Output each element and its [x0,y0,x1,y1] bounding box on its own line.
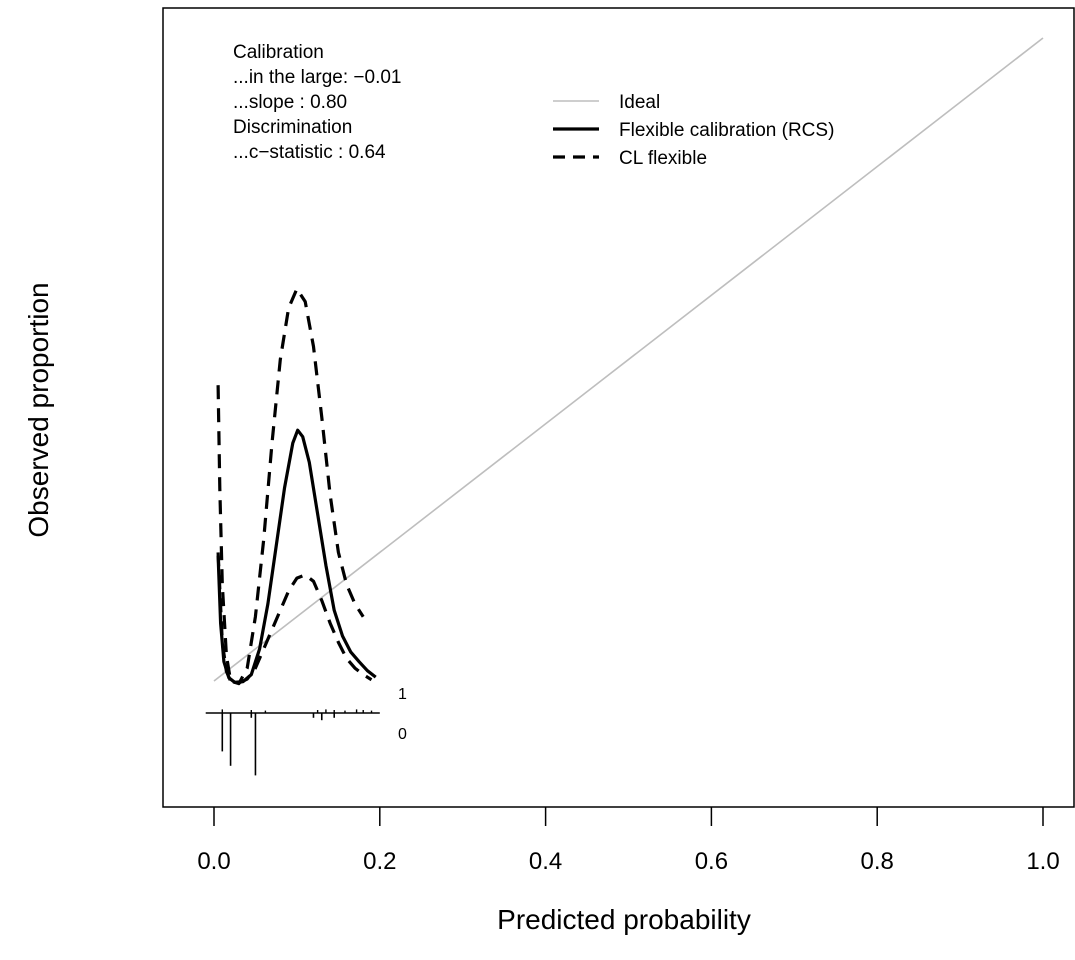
stats-line-4: ...c−statistic : 0.64 [233,142,386,163]
stats-line-2: ...slope : 0.80 [233,92,347,113]
x-axis: 0.0 0.2 0.4 0.6 0.8 1.0 [197,807,1060,875]
spike-label-1: 1 [398,686,407,703]
x-tick-label-0: 0.0 [197,848,230,875]
series-line-3 [216,552,373,686]
performance-stats: Calibration ...in the large: −0.01 ...slop… [233,42,401,163]
stats-line-3: Discrimination [233,117,352,138]
x-tick-label-3: 0.6 [695,848,728,875]
legend: Ideal Flexible calibration (RCS) CL flexib… [553,92,834,169]
spike-histogram: 10 [205,686,407,776]
legend-label-0: Ideal [619,92,660,113]
series-line-1 [216,428,377,684]
x-tick-label-1: 0.2 [363,848,396,875]
stats-line-0: Calibration [233,42,324,63]
series-layer [213,37,1044,686]
stats-line-1: ...in the large: −0.01 [233,67,401,88]
x-tick-label-4: 0.8 [861,848,894,875]
x-axis-title: Predicted probability [497,904,751,935]
x-tick-label-2: 0.4 [529,848,562,875]
x-tick-label-5: 1.0 [1026,848,1059,875]
y-axis-title: Observed proportion [23,282,54,537]
legend-label-1: Flexible calibration (RCS) [619,120,834,141]
legend-label-2: CL flexible [619,148,707,169]
series-line-2 [216,287,365,686]
spike-label-0: 0 [398,726,407,743]
series-line-0 [213,37,1044,682]
plot-frame [162,7,1075,808]
